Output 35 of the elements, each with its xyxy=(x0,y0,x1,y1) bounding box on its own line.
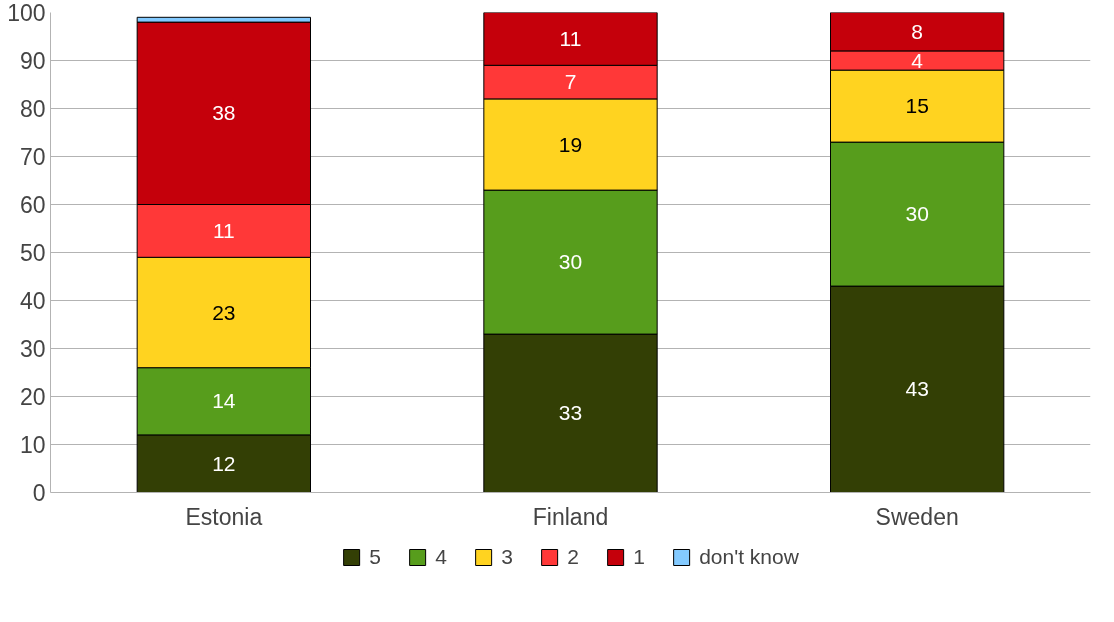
y-tick-label: 50 xyxy=(19,240,46,266)
legend-label: 1 xyxy=(633,545,646,569)
data-label: 19 xyxy=(558,132,583,156)
data-label: 4 xyxy=(911,48,924,72)
x-tick-label: Sweden xyxy=(875,503,959,530)
y-tick-label: 60 xyxy=(19,192,46,218)
data-label: 15 xyxy=(905,94,929,118)
data-label: 14 xyxy=(212,389,236,413)
legend-label: 3 xyxy=(501,545,514,569)
legend-label: 5 xyxy=(369,545,382,569)
x-tick-label: Estonia xyxy=(185,503,263,530)
data-label: 30 xyxy=(558,250,583,274)
data-label: 12 xyxy=(212,451,236,475)
y-tick-label: 80 xyxy=(19,96,46,122)
legend-label: 4 xyxy=(435,545,448,569)
data-label: 43 xyxy=(905,377,929,401)
data-label: 30 xyxy=(905,202,929,226)
legend-label: don't know xyxy=(699,545,799,569)
y-tick-label: 70 xyxy=(19,144,46,170)
data-label: 7 xyxy=(564,70,577,94)
x-tick-label: Finland xyxy=(532,503,609,530)
data-label: 11 xyxy=(212,218,235,242)
data-label: 33 xyxy=(558,401,583,425)
data-label: 11 xyxy=(559,26,582,50)
y-tick-label: 90 xyxy=(19,48,46,74)
data-label: 38 xyxy=(212,101,236,125)
y-tick-label: 40 xyxy=(19,288,46,314)
data-label: 23 xyxy=(212,300,236,324)
y-tick-label: 30 xyxy=(19,336,46,362)
data-label: 8 xyxy=(911,19,924,43)
y-tick-label: 10 xyxy=(19,432,46,458)
y-tick-label: 0 xyxy=(32,480,46,506)
y-tick-label: 20 xyxy=(19,384,46,410)
legend-label: 2 xyxy=(567,545,580,569)
y-tick-label: 100 xyxy=(7,0,46,26)
